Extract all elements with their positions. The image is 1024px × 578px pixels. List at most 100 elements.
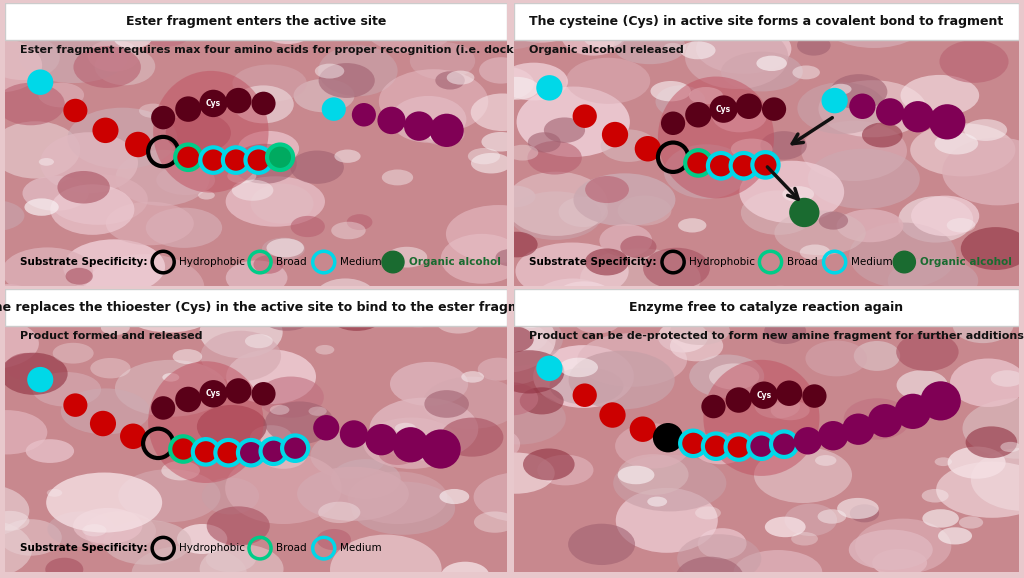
Ellipse shape	[382, 169, 413, 186]
Ellipse shape	[935, 132, 978, 154]
Ellipse shape	[362, 0, 457, 53]
Ellipse shape	[523, 449, 574, 480]
Text: Ester fragment requires max four amino acids for proper recognition (i.e. dockin: Ester fragment requires max four amino a…	[20, 45, 539, 55]
Ellipse shape	[585, 249, 629, 276]
Ellipse shape	[876, 98, 904, 125]
FancyBboxPatch shape	[514, 289, 1019, 326]
Ellipse shape	[476, 453, 555, 494]
Ellipse shape	[63, 99, 87, 123]
Ellipse shape	[0, 0, 55, 23]
Ellipse shape	[465, 311, 563, 366]
Ellipse shape	[572, 383, 597, 407]
Text: Organic alcohol released: Organic alcohol released	[529, 45, 684, 55]
Ellipse shape	[896, 332, 958, 371]
Ellipse shape	[849, 94, 876, 119]
Ellipse shape	[790, 198, 819, 227]
Ellipse shape	[505, 172, 607, 236]
Ellipse shape	[534, 279, 612, 322]
Ellipse shape	[527, 132, 560, 153]
Ellipse shape	[584, 28, 623, 48]
Ellipse shape	[318, 63, 375, 98]
Ellipse shape	[770, 0, 860, 41]
Ellipse shape	[175, 144, 202, 170]
Ellipse shape	[48, 174, 147, 225]
Ellipse shape	[84, 512, 156, 551]
Ellipse shape	[685, 25, 788, 89]
Ellipse shape	[756, 286, 805, 310]
Text: Broad: Broad	[786, 257, 817, 267]
Ellipse shape	[474, 512, 516, 533]
Text: Product can be de-protected to form new amine fragment for further additions: Product can be de-protected to form new …	[529, 331, 1024, 341]
Ellipse shape	[749, 434, 774, 459]
Ellipse shape	[601, 129, 656, 162]
Ellipse shape	[473, 392, 566, 444]
Ellipse shape	[572, 105, 597, 128]
Ellipse shape	[802, 121, 907, 181]
Ellipse shape	[46, 473, 162, 532]
Ellipse shape	[152, 396, 175, 420]
Ellipse shape	[872, 549, 927, 577]
Ellipse shape	[90, 358, 131, 379]
Ellipse shape	[971, 448, 1024, 511]
Ellipse shape	[440, 234, 523, 284]
Text: Medium: Medium	[340, 543, 381, 553]
Ellipse shape	[685, 289, 712, 305]
Ellipse shape	[88, 39, 139, 72]
Ellipse shape	[163, 373, 179, 381]
Ellipse shape	[262, 16, 313, 44]
Ellipse shape	[331, 459, 400, 499]
Ellipse shape	[260, 439, 287, 464]
Ellipse shape	[162, 461, 200, 480]
Ellipse shape	[702, 434, 729, 459]
Ellipse shape	[180, 1, 236, 35]
Ellipse shape	[755, 394, 800, 418]
Ellipse shape	[585, 176, 629, 203]
Ellipse shape	[1000, 442, 1021, 452]
Ellipse shape	[923, 509, 958, 528]
Ellipse shape	[82, 524, 106, 536]
Ellipse shape	[677, 13, 710, 31]
Ellipse shape	[258, 376, 324, 418]
Ellipse shape	[798, 82, 886, 134]
Ellipse shape	[328, 295, 386, 331]
Ellipse shape	[599, 402, 626, 428]
Ellipse shape	[680, 431, 707, 456]
Ellipse shape	[297, 467, 409, 521]
Ellipse shape	[120, 424, 146, 449]
Ellipse shape	[139, 13, 193, 47]
Ellipse shape	[290, 150, 344, 184]
Ellipse shape	[262, 238, 305, 260]
Ellipse shape	[685, 150, 712, 176]
Ellipse shape	[152, 106, 175, 129]
Ellipse shape	[0, 410, 47, 454]
Ellipse shape	[544, 117, 585, 143]
Ellipse shape	[726, 434, 752, 460]
Ellipse shape	[251, 184, 313, 224]
Ellipse shape	[378, 107, 406, 134]
Ellipse shape	[655, 86, 706, 117]
Ellipse shape	[223, 147, 249, 173]
Ellipse shape	[366, 424, 397, 455]
Ellipse shape	[745, 155, 774, 169]
Ellipse shape	[63, 394, 87, 417]
Ellipse shape	[90, 411, 116, 436]
Ellipse shape	[617, 195, 672, 225]
Ellipse shape	[961, 227, 1024, 270]
Ellipse shape	[119, 469, 220, 522]
Ellipse shape	[424, 390, 469, 418]
Ellipse shape	[664, 43, 682, 52]
Ellipse shape	[40, 132, 138, 193]
Ellipse shape	[347, 214, 373, 230]
Ellipse shape	[252, 382, 275, 406]
Ellipse shape	[316, 529, 351, 550]
Ellipse shape	[952, 306, 1014, 343]
Ellipse shape	[267, 144, 293, 170]
Ellipse shape	[854, 341, 900, 371]
Ellipse shape	[428, 128, 458, 142]
Text: The cysteine (Cys) in active site forms a covalent bond to fragment: The cysteine (Cys) in active site forms …	[529, 15, 1004, 28]
Ellipse shape	[315, 345, 334, 354]
FancyBboxPatch shape	[514, 3, 1019, 40]
Ellipse shape	[390, 96, 466, 143]
Ellipse shape	[447, 327, 556, 386]
Ellipse shape	[348, 472, 447, 524]
